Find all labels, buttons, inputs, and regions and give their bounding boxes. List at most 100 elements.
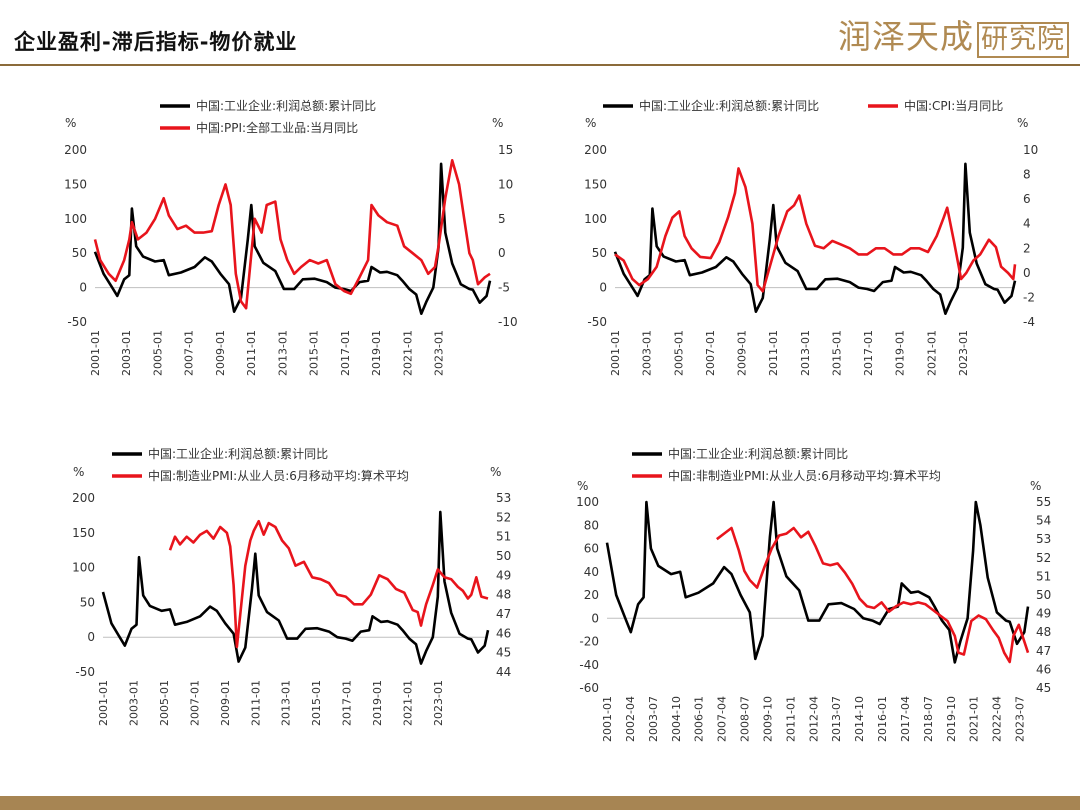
y-right-tick-label: -5 (498, 281, 510, 295)
y-right-tick-label: 49 (1036, 607, 1051, 621)
x-tick-label: 2019-01 (370, 330, 383, 376)
x-tick-label: 2023-07 (1014, 696, 1027, 742)
y-left-tick-label: 50 (72, 246, 87, 260)
y-right-tick-label: 51 (496, 530, 511, 544)
x-tick-label: 2009-01 (736, 330, 749, 376)
x-tick-label: 2017-01 (341, 680, 354, 726)
x-tick-label: 2007-01 (704, 330, 717, 376)
series-line-red (716, 526, 1030, 664)
y-left-tick-label: 50 (592, 246, 607, 260)
y-right-tick-label: 45 (1036, 681, 1051, 695)
y-left-tick-label: 0 (79, 281, 87, 295)
logo-box-text: 研究院 (977, 22, 1069, 58)
y-left-tick-label: 200 (584, 143, 607, 157)
y-right-tick-label: 10 (498, 177, 513, 191)
x-tick-label: 2001-01 (89, 330, 102, 376)
x-tick-label: 2006-01 (693, 696, 706, 742)
y-right-tick-label: 52 (1036, 551, 1051, 565)
y-right-tick-label: 46 (496, 626, 511, 640)
y-right-tick-label: 10 (1023, 143, 1038, 157)
x-tick-label: 2011-01 (767, 330, 780, 376)
x-tick-label: 2001-01 (97, 680, 110, 726)
legend-label: 中国:PPI:全部工业品:当月同比 (196, 120, 358, 135)
y-right-tick-label: 4 (1023, 217, 1031, 231)
y-left-tick-label: -60 (579, 681, 599, 695)
legend-label: 中国:CPI:当月同比 (904, 98, 1003, 113)
y-left-tick-label: 200 (64, 143, 87, 157)
y-left-tick-label: -50 (75, 665, 95, 679)
x-tick-label: 2017-01 (862, 330, 875, 376)
legend-label: 中国:工业企业:利润总额:累计同比 (196, 98, 376, 113)
legend-label: 中国:工业企业:利润总额:累计同比 (148, 446, 328, 461)
y-left-tick-label: 200 (72, 491, 95, 505)
legend-label: 中国:工业企业:利润总额:累计同比 (668, 446, 848, 461)
x-tick-label: 2016-01 (876, 696, 889, 742)
x-tick-label: 2021-01 (925, 330, 938, 376)
x-tick-label: 2018-07 (922, 696, 935, 742)
y-right-tick-label: 50 (496, 549, 511, 563)
y-right-tick-label: 55 (1036, 495, 1051, 509)
series-line-red (614, 167, 1017, 293)
y-right-tick-label: 45 (496, 646, 511, 660)
x-tick-label: 2023-01 (432, 680, 445, 726)
x-tick-label: 2007-04 (716, 696, 729, 742)
y-left-tick-label: 20 (584, 588, 599, 602)
y-right-tick-label: -4 (1023, 315, 1035, 329)
y-left-tick-label: 100 (584, 212, 607, 226)
y-right-tick-label: -10 (498, 315, 518, 329)
y-left-tick-label: 100 (576, 495, 599, 509)
y-right-unit: % (1030, 479, 1041, 493)
x-tick-label: 2001-01 (609, 330, 622, 376)
x-tick-label: 2005-01 (151, 330, 164, 376)
x-tick-label: 2003-01 (127, 680, 140, 726)
x-tick-label: 2023-01 (957, 330, 970, 376)
series-line-profit (613, 162, 1017, 316)
series-line-profit (101, 510, 490, 665)
y-left-tick-label: -20 (579, 635, 599, 649)
y-left-tick-label: 50 (80, 595, 95, 609)
y-left-unit: % (577, 479, 588, 493)
y-right-tick-label: 6 (1023, 192, 1031, 206)
header-divider (0, 64, 1080, 66)
y-left-tick-label: 40 (584, 565, 599, 579)
x-tick-label: 2011-01 (245, 330, 258, 376)
y-left-tick-label: 100 (64, 212, 87, 226)
y-left-tick-label: -50 (587, 315, 607, 329)
y-right-unit: % (492, 116, 503, 130)
x-tick-label: 2019-01 (371, 680, 384, 726)
x-tick-label: 2004-10 (670, 696, 683, 742)
legend-label: 中国:工业企业:利润总额:累计同比 (639, 98, 819, 113)
y-left-tick-label: 150 (584, 177, 607, 191)
y-right-tick-label: 49 (496, 568, 511, 582)
y-right-tick-label: 5 (498, 212, 506, 226)
series-line-red (93, 159, 491, 310)
y-right-tick-label: -2 (1023, 290, 1035, 304)
logo-text: 润泽天成 (838, 17, 974, 56)
y-right-tick-label: 48 (496, 588, 511, 602)
x-tick-label: 2021-01 (402, 680, 415, 726)
y-right-tick-label: 51 (1036, 569, 1051, 583)
y-right-tick-label: 53 (1036, 532, 1051, 546)
page-title: 企业盈利-滞后指标-物价就业 (14, 30, 298, 54)
brand-logo: 润泽天成 研究院 (838, 10, 1069, 58)
y-left-tick-label: 80 (584, 518, 599, 532)
y-left-tick-label: 0 (599, 281, 607, 295)
y-right-unit: % (490, 465, 501, 479)
x-tick-label: 2011-01 (249, 680, 262, 726)
x-tick-label: 2013-07 (830, 696, 843, 742)
y-right-tick-label: 15 (498, 143, 513, 157)
x-tick-label: 2009-01 (214, 330, 227, 376)
y-left-tick-label: 100 (72, 561, 95, 575)
x-tick-label: 2009-01 (219, 680, 232, 726)
y-left-unit: % (585, 116, 596, 130)
y-right-tick-label: 44 (496, 665, 511, 679)
y-right-tick-label: 0 (498, 246, 506, 260)
x-tick-label: 2015-01 (830, 330, 843, 376)
y-left-tick-label: 150 (72, 526, 95, 540)
x-tick-label: 2007-01 (183, 330, 196, 376)
series-line-red (168, 519, 489, 649)
y-right-tick-label: 46 (1036, 662, 1051, 676)
x-tick-label: 2015-01 (310, 680, 323, 726)
